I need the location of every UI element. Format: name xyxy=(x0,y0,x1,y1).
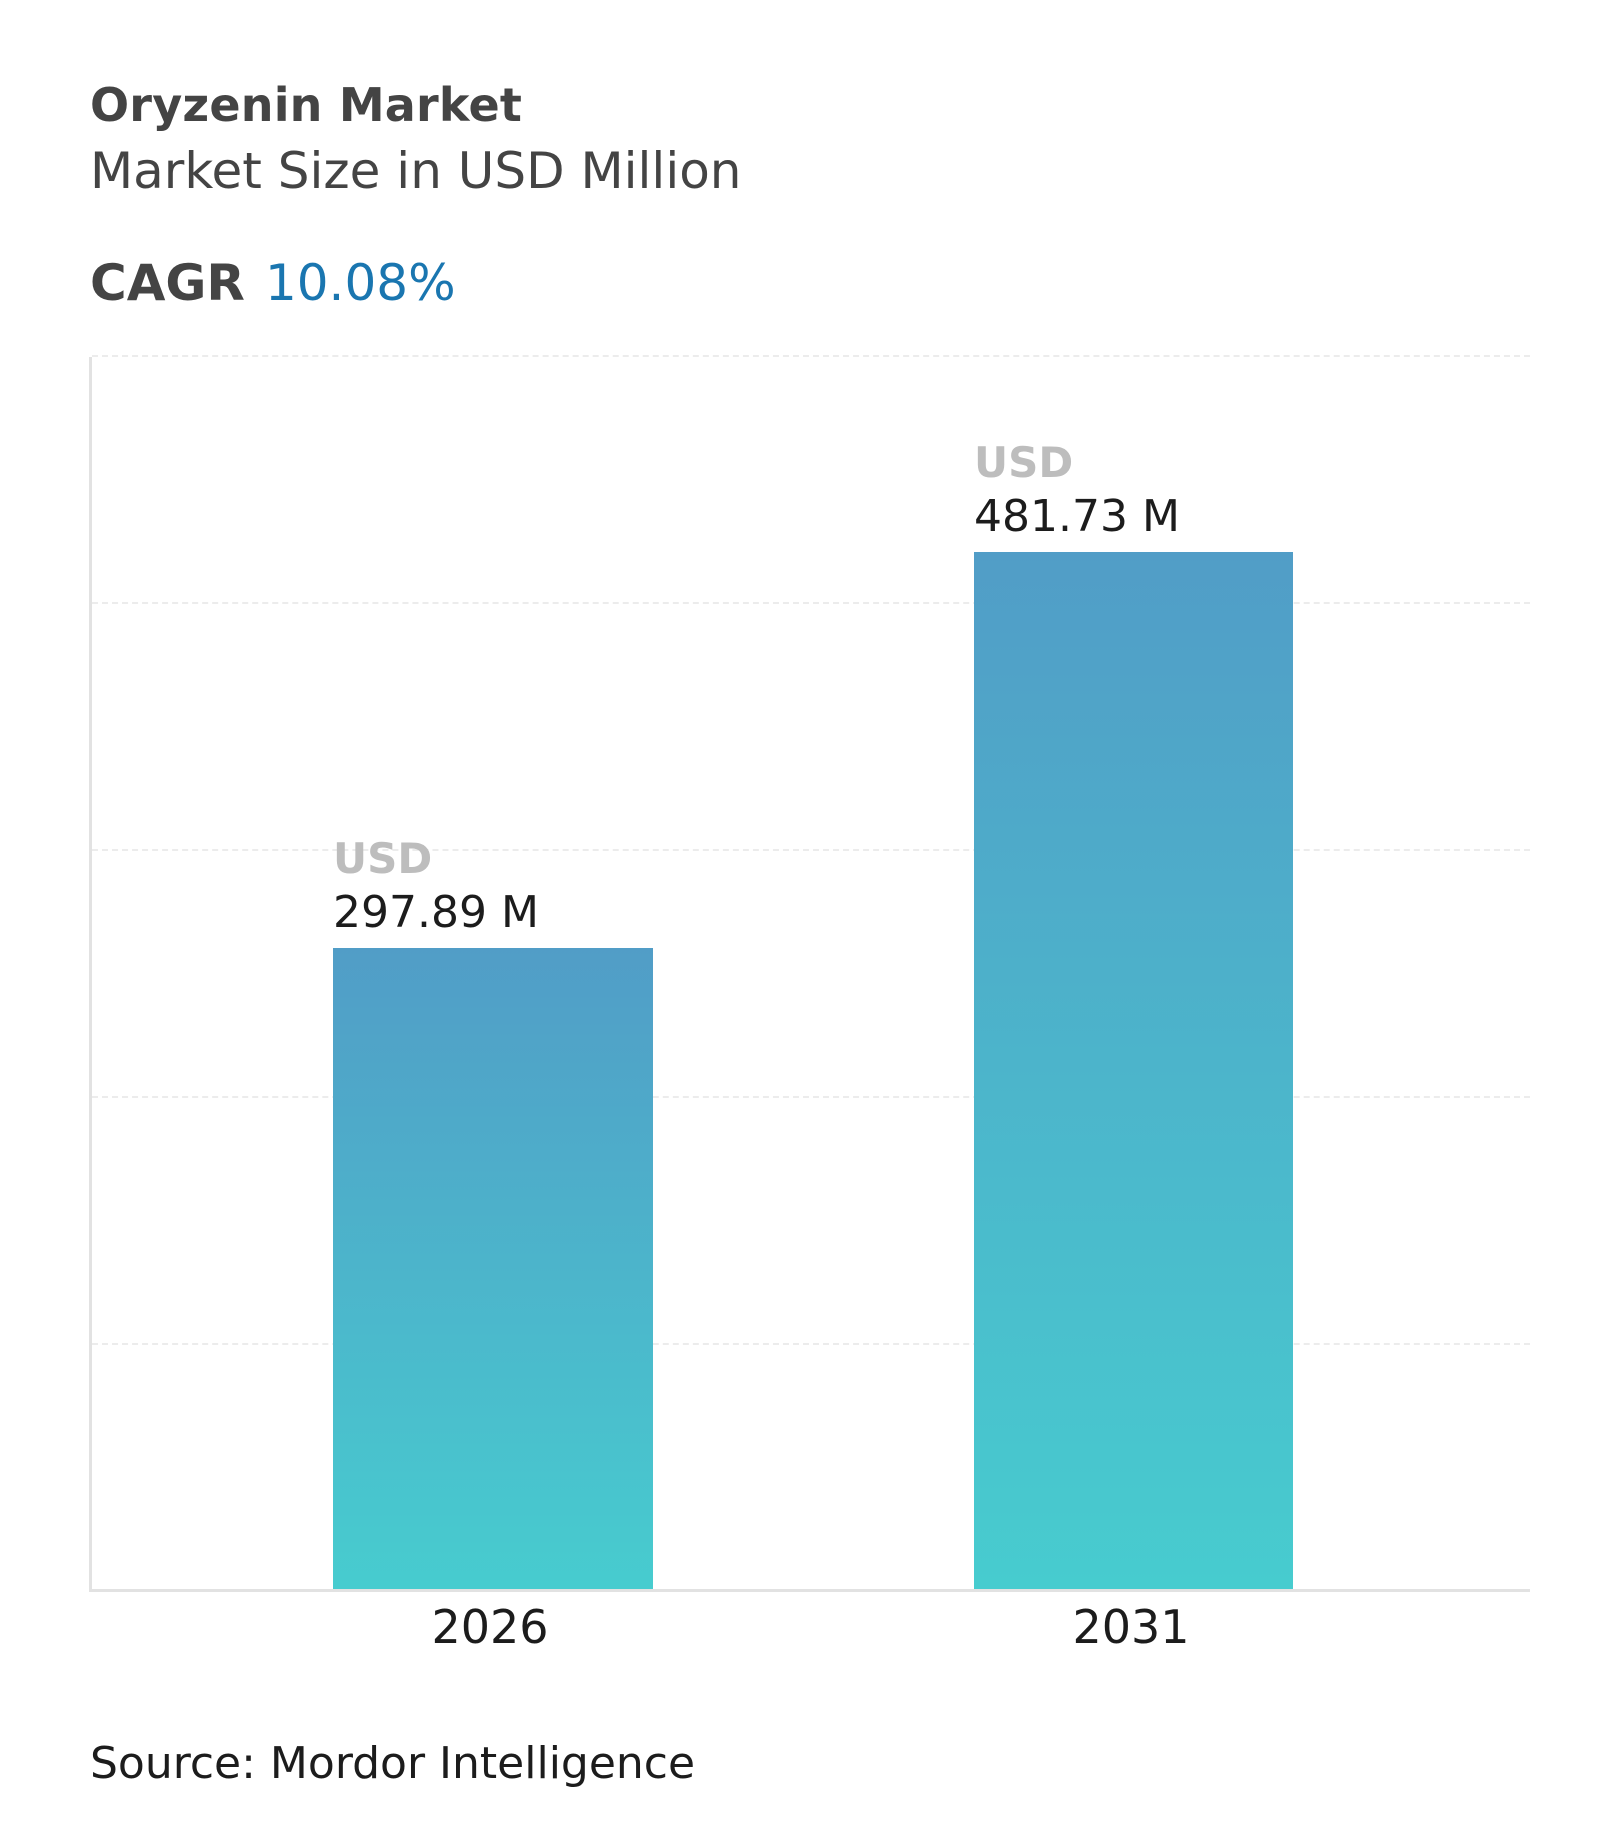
x-axis-label-2031: 2031 xyxy=(1072,1600,1190,1654)
bar-2031 xyxy=(974,552,1293,1589)
chart-title: Oryzenin Market xyxy=(90,78,523,132)
value-label: 481.73 M xyxy=(974,491,1180,542)
gridline xyxy=(92,355,1530,357)
cagr-value: 10.08% xyxy=(264,254,456,312)
value-label: 297.89 M xyxy=(333,887,539,938)
x-axis-label-2026: 2026 xyxy=(431,1600,549,1654)
bar-label-2031: USD 481.73 M xyxy=(974,437,1180,545)
bar-label-2026: USD 297.89 M xyxy=(333,833,539,941)
currency-label: USD xyxy=(974,438,1074,487)
cagr-line: CAGR 10.08% xyxy=(90,254,456,312)
gridline xyxy=(92,602,1530,604)
gridline xyxy=(92,849,1530,851)
plot-area: USD 297.89 M USD 481.73 M xyxy=(89,355,1530,1592)
cagr-label: CAGR xyxy=(90,254,245,312)
chart-subtitle: Market Size in USD Million xyxy=(90,142,742,200)
currency-label: USD xyxy=(333,834,433,883)
gridline xyxy=(92,1096,1530,1098)
source-note: Source: Mordor Intelligence xyxy=(90,1738,696,1789)
bar-2026 xyxy=(333,948,653,1589)
gridline xyxy=(92,1343,1530,1345)
